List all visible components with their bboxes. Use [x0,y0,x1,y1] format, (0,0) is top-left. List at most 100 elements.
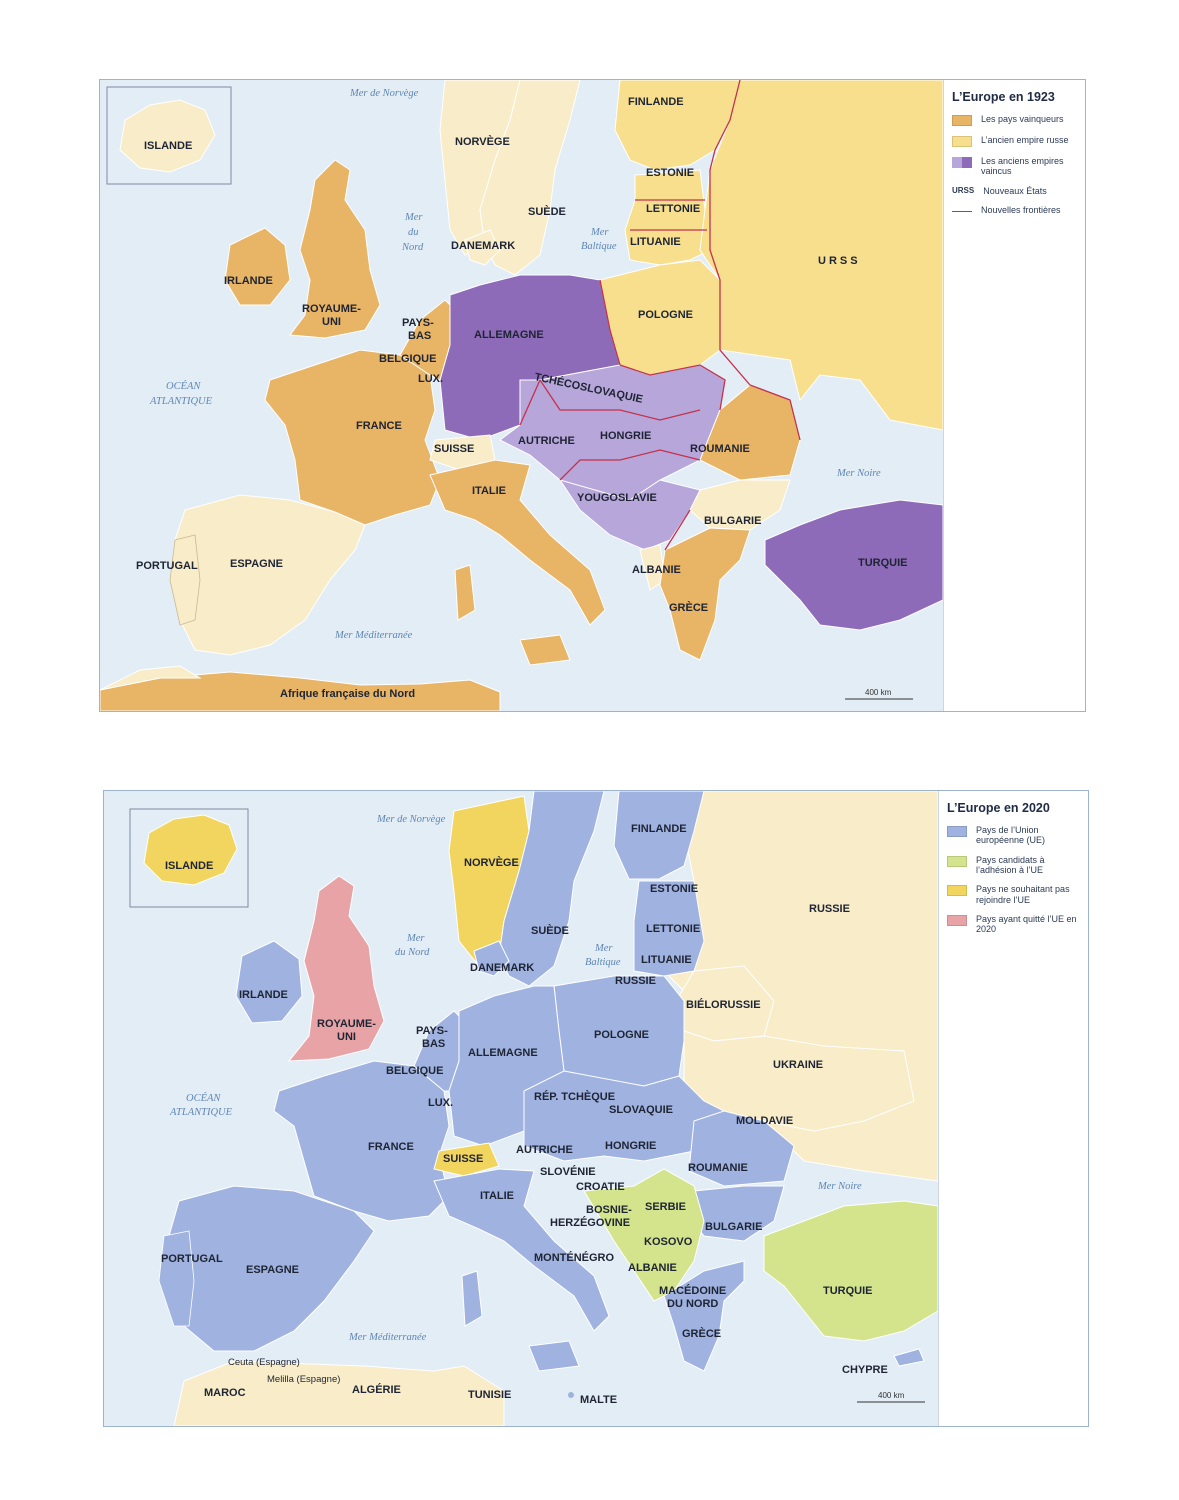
legend-title: L’Europe en 1923 [952,90,1055,104]
sea-mediterranee: Mer Méditerranée [334,630,413,641]
label-italie: ITALIE [472,485,506,497]
label-tchecoslovaquie: TCHÉCOSLOVAQUIE [533,370,644,406]
label-danemark: DANEMARK [451,240,515,252]
label-turquie: TURQUIE [858,557,908,569]
region-chypre [893,1348,925,1367]
region-grece-2020 [663,1260,745,1372]
region-sardaigne [454,564,476,621]
label-bulgarie: BULGARIE [704,515,761,527]
labels-2020: ISLANDE NORVÈGE SUÈDE FINLANDE ESTONIE L… [161,814,925,1406]
labels-1923: ISLANDE NORVÈGE SUÈDE FINLANDE ESTONIE L… [136,88,913,700]
map-2020-canvas [129,791,938,1426]
label-lux: LUX. [428,1097,453,1109]
region-royaume-uni [289,159,381,339]
region-sicile-2020 [528,1340,580,1372]
label-irlande: IRLANDE [224,275,273,287]
label-portugal: PORTUGAL [136,560,198,572]
label-hongrie: HONGRIE [605,1140,656,1152]
sea-noire: Mer Noire [836,468,881,479]
label-tunisie: TUNISIE [468,1389,511,1401]
region-turquie-2020 [763,1200,938,1342]
label-suisse: SUISSE [443,1153,483,1165]
swatch-empires-vaincus [952,157,972,168]
region-bulgarie [689,479,791,531]
sea-nord-2: du Nord [395,947,430,958]
label-montenegro: MONTÉNÉGRO [534,1251,615,1264]
label-russie-kal: RUSSIE [615,975,656,987]
label-bulgarie: BULGARIE [705,1221,762,1233]
label-lettonie: LETTONIE [646,203,700,215]
label-slovaquie: SLOVAQUIE [609,1104,673,1116]
inset-box-2020 [129,808,249,908]
legend-label: Pays ne souhaitant pas rejoindre l’UE [976,884,1070,905]
new-borders [519,80,801,551]
sea-nord-2: du [408,227,419,238]
label-pays-bas-2: BAS [422,1038,445,1050]
sea-mediterranee: Mer Méditerranée [348,1332,427,1343]
label-autriche: AUTRICHE [518,435,575,447]
legend-item-empire-russe: L’ancien empire russe [952,135,1077,147]
sea-noire: Mer Noire [817,1181,862,1192]
region-baltes-2020 [633,880,705,977]
label-finlande: FINLANDE [628,96,684,108]
swatch-empire-russe [952,136,972,147]
label-portugal: PORTUGAL [161,1253,223,1265]
region-suede-2020 [498,791,605,987]
swatch-candidats [947,855,967,867]
map-europe-1923: ISLANDE NORVÈGE SUÈDE FINLANDE ESTONIE L… [99,79,1086,712]
label-pologne: POLOGNE [638,309,693,321]
region-italie [429,459,606,626]
label-suisse: SUISSE [434,443,474,455]
label-belgique: BELGIQUE [386,1065,443,1077]
legend-abbr: URSS [952,185,975,195]
label-espagne: ESPAGNE [230,558,283,570]
scale-label: 400 km [878,1391,905,1400]
swatch-quitte [947,915,967,927]
label-albanie: ALBANIE [632,564,681,576]
label-afrique: Afrique française du Nord [280,688,415,700]
swatch-non-ue [947,885,967,897]
label-roumanie: ROUMANIE [690,443,750,455]
map-1923-canvas [100,80,943,711]
label-estonie: ESTONIE [646,167,694,179]
label-pologne: POLOGNE [594,1029,649,1041]
region-sicile [519,634,571,666]
region-turquie [764,499,943,631]
sea-atlantique-1: OCÉAN [186,1092,221,1104]
label-bosnie-1: BOSNIE- [586,1204,632,1216]
legend-label: Nouvelles frontières [981,205,1061,216]
swatch-vainqueurs [952,115,972,126]
label-maroc: MAROC [204,1387,246,1399]
label-urss: URSS [818,255,861,267]
region-maroc-1923 [100,665,202,691]
label-moldavie: MOLDAVIE [736,1115,793,1127]
region-france [264,349,441,526]
legend-label: Pays ayant quitté l’UE en 2020 [976,914,1077,935]
legend-item-empires-vaincus: Les anciens empires vaincus [952,156,1077,177]
label-kosovo: KOSOVO [644,1236,693,1248]
label-allemagne: ALLEMAGNE [474,329,544,341]
label-suede: SUÈDE [531,924,569,937]
region-portugal [169,534,201,626]
region-suede [479,80,581,276]
region-finlande-2020 [613,791,705,880]
label-italie: ITALIE [480,1190,514,1202]
label-royaume-uni-2: UNI [337,1031,356,1043]
label-suede: SUÈDE [528,205,566,218]
legend-item-quitte: Pays ayant quitté l’UE en 2020 [947,914,1080,935]
region-danemark-2020 [473,940,510,977]
label-pays-bas-1: PAYS- [402,317,434,329]
label-algerie: ALGÉRIE [352,1383,401,1396]
label-finlande: FINLANDE [631,823,687,835]
label-espagne: ESPAGNE [246,1264,299,1276]
label-norvege: NORVÈGE [455,135,510,148]
label-albanie: ALBANIE [628,1262,677,1274]
sea-nord-1: Mer [406,933,425,944]
sea-atlantique-2: ATLANTIQUE [149,396,213,407]
label-slovenie: SLOVÉNIE [540,1165,596,1178]
sea-atlantique-2: ATLANTIQUE [169,1107,233,1118]
label-ukraine: UKRAINE [773,1059,823,1071]
label-lituanie: LITUANIE [630,236,681,248]
region-italie-2020 [433,1168,610,1332]
legend-item-ue: Pays de l’Union européenne (UE) [947,825,1080,846]
